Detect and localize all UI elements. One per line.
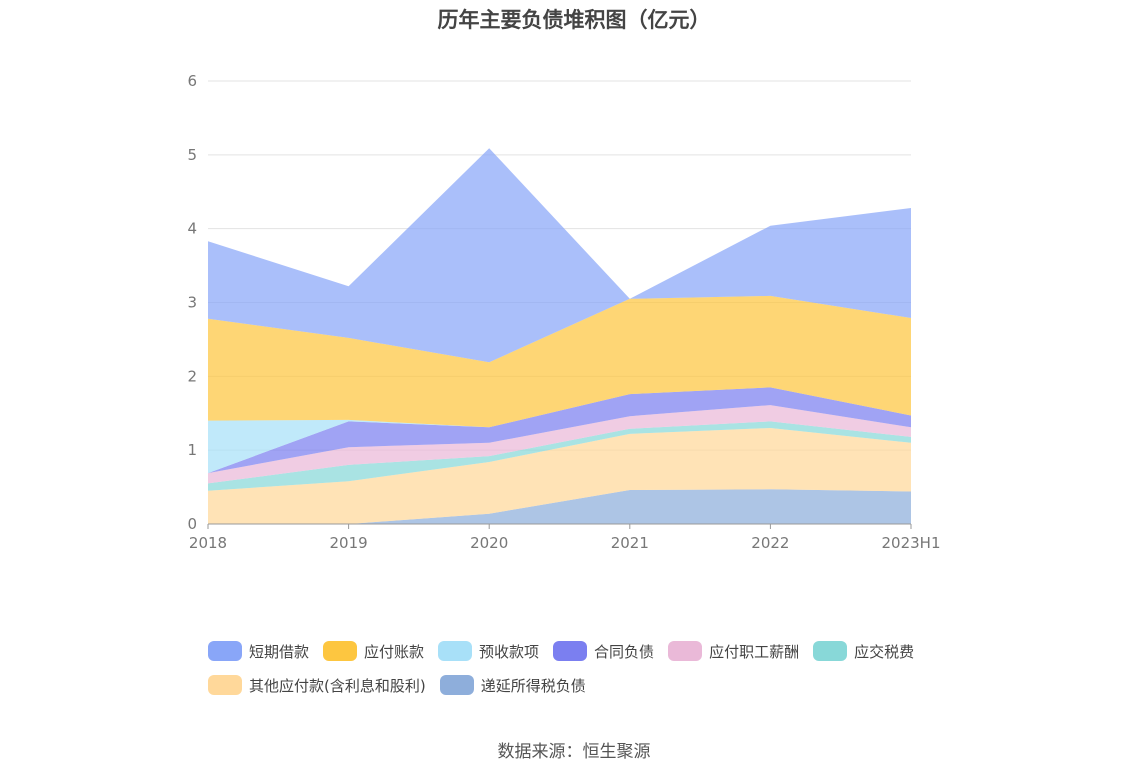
- legend-swatch: [553, 641, 588, 661]
- legend-label: 合同负债: [594, 642, 655, 661]
- legend-swatch: [323, 641, 358, 661]
- area-series: [208, 489, 911, 524]
- stacked-area-chart: 0 1 2 3 4 5 6 2018 2019 2020 2021 2022 2023H1: [187, 72, 941, 552]
- y-tick-label: 4: [187, 220, 197, 238]
- legend-label: 预收款项: [479, 642, 540, 661]
- legend-item[interactable]: 合同负债: [553, 640, 654, 662]
- area-series: [208, 428, 911, 524]
- x-tick-label: 2021: [611, 534, 649, 552]
- data-source-label: 数据来源：恒生聚源: [497, 742, 651, 762]
- legend-item[interactable]: 其他应付款(含利息和股利): [208, 674, 426, 696]
- x-tick-label: 2023H1: [882, 534, 941, 552]
- area-series: [208, 148, 911, 363]
- chart-title: 历年主要负债堆积图（亿元）: [437, 8, 711, 32]
- legend-swatch: [208, 641, 242, 661]
- y-tick-label: 5: [187, 146, 197, 164]
- legend-item[interactable]: 预收款项: [438, 640, 539, 662]
- legend-item[interactable]: 应付职工薪酬: [668, 640, 799, 662]
- area-series: [208, 295, 911, 428]
- legend-label: 应付职工薪酬: [709, 642, 800, 661]
- area-series: [208, 387, 911, 474]
- chart-legend: 短期借款 应付账款 预收款项 合同负债 应付职工薪酬 应交税费其他应付款(含利息和股利) 递…: [208, 640, 968, 696]
- legend-swatch: [813, 641, 848, 661]
- legend-swatch: [668, 641, 703, 661]
- legend-label: 应付账款: [364, 642, 425, 661]
- y-tick-label: 2: [187, 367, 197, 385]
- x-tick-label: 2022: [751, 534, 789, 552]
- x-tick-label: 2019: [330, 534, 368, 552]
- legend-swatch: [439, 675, 474, 695]
- legend-item[interactable]: 短期借款: [208, 640, 309, 662]
- y-tick-label: 0: [187, 515, 197, 533]
- y-tick-label: 3: [187, 294, 197, 312]
- x-tick-label: 2020: [470, 534, 508, 552]
- legend-swatch: [208, 675, 242, 695]
- x-tick-label: 2018: [189, 534, 227, 552]
- legend-item[interactable]: 应交税费: [813, 640, 914, 662]
- legend-item[interactable]: 应付账款: [323, 640, 424, 662]
- legend-label: 其他应付款(含利息和股利): [249, 676, 426, 695]
- y-tick-label: 1: [187, 441, 197, 459]
- legend-label: 应交税费: [854, 642, 915, 661]
- y-tick-label: 6: [187, 72, 197, 90]
- area-series: [208, 421, 911, 491]
- legend-item[interactable]: 递延所得税负债: [439, 674, 586, 696]
- legend-swatch: [438, 641, 473, 661]
- legend-label: 递延所得税负债: [480, 676, 586, 695]
- legend-label: 短期借款: [249, 642, 310, 661]
